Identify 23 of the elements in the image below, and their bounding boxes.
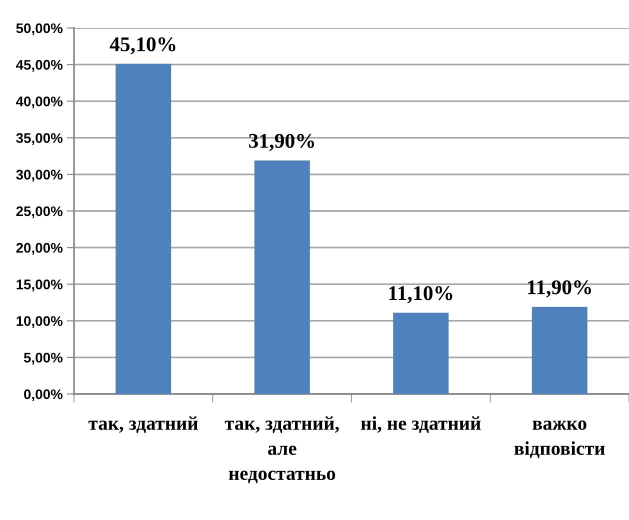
y-tick-label: 0,00% bbox=[24, 389, 63, 402]
data-label: 45,10% bbox=[110, 37, 176, 54]
y-tick-label: 40,00% bbox=[16, 96, 63, 108]
x-tick-label: важко відповісти bbox=[514, 420, 605, 458]
data-label: 11,90% bbox=[528, 280, 591, 298]
x-tick-label: ні, не здатний bbox=[361, 416, 481, 434]
data-label: 11,10% bbox=[389, 286, 452, 304]
y-tick-label: 30,00% bbox=[16, 170, 63, 182]
y-tick-label: 5,00% bbox=[24, 352, 63, 365]
x-tick-label: так, здатний bbox=[88, 416, 198, 434]
y-tick-label: 25,00% bbox=[16, 206, 63, 218]
y-tick-label: 10,00% bbox=[16, 316, 63, 328]
y-tick-label: 15,00% bbox=[16, 280, 63, 292]
y-tick-label: 20,00% bbox=[16, 242, 63, 255]
bar bbox=[116, 64, 172, 394]
bar bbox=[393, 312, 449, 394]
y-tick-label: 35,00% bbox=[16, 133, 63, 145]
bar bbox=[532, 306, 588, 394]
y-tick-label: 50,00% bbox=[16, 23, 63, 36]
x-tick-label: так, здатний, але недостатньо bbox=[224, 416, 339, 484]
y-tick-label: 45,00% bbox=[16, 60, 63, 72]
data-label: 31,90% bbox=[249, 134, 314, 151]
bar bbox=[254, 160, 310, 394]
